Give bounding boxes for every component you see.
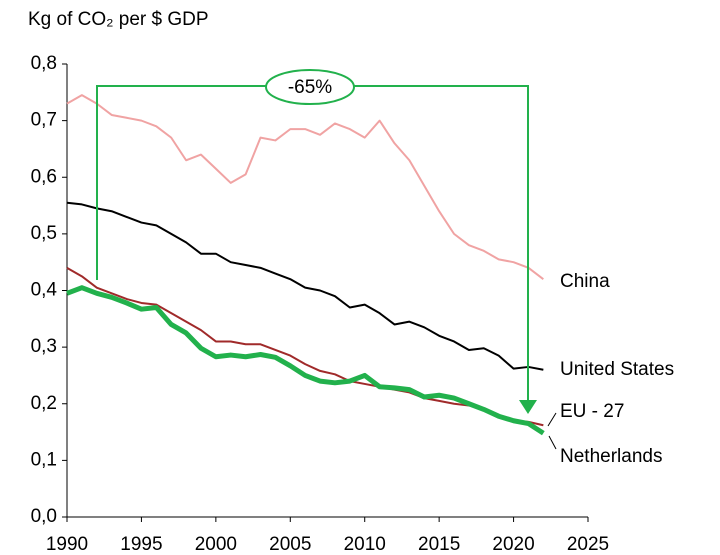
y-tick-label: 0,5 (31, 223, 57, 244)
leader-line (547, 412, 557, 427)
y-tick-label: 0,0 (31, 506, 57, 527)
series-line (66, 266, 544, 427)
annotation-text: -65% (288, 77, 332, 98)
arrow-head (519, 400, 537, 414)
y-tick-label: 0,4 (31, 280, 58, 301)
x-tick-label: 2010 (344, 534, 386, 555)
x-tick-label: 1990 (46, 534, 88, 555)
x-tick-label: 1995 (120, 534, 162, 555)
x-tick-label: 2025 (567, 534, 609, 555)
series-label: United States (560, 359, 674, 380)
y-tick-label: 0,3 (31, 336, 57, 357)
series-line (66, 201, 544, 371)
leader-line (548, 435, 557, 450)
chart-title: Kg of CO₂ per $ GDP (28, 9, 209, 30)
x-tick-label: 2015 (418, 534, 460, 555)
y-tick-label: 0,8 (31, 53, 57, 74)
y-tick-label: 0,2 (31, 393, 57, 414)
series-line (66, 94, 544, 280)
series-label: China (560, 271, 610, 292)
series-label: Netherlands (560, 446, 662, 467)
y-tick-label: 0,1 (31, 449, 57, 470)
x-tick-label: 2005 (269, 534, 311, 555)
y-tick-label: 0,6 (31, 166, 57, 187)
x-tick-label: 2020 (492, 534, 534, 555)
y-tick-label: 0,7 (31, 110, 57, 131)
series-label: EU - 27 (560, 401, 624, 422)
series-line (66, 285, 545, 436)
annotation-bracket (96, 85, 529, 402)
x-tick-label: 2000 (195, 534, 237, 555)
annotation-bubble (265, 69, 355, 105)
bracket-line (96, 85, 529, 402)
